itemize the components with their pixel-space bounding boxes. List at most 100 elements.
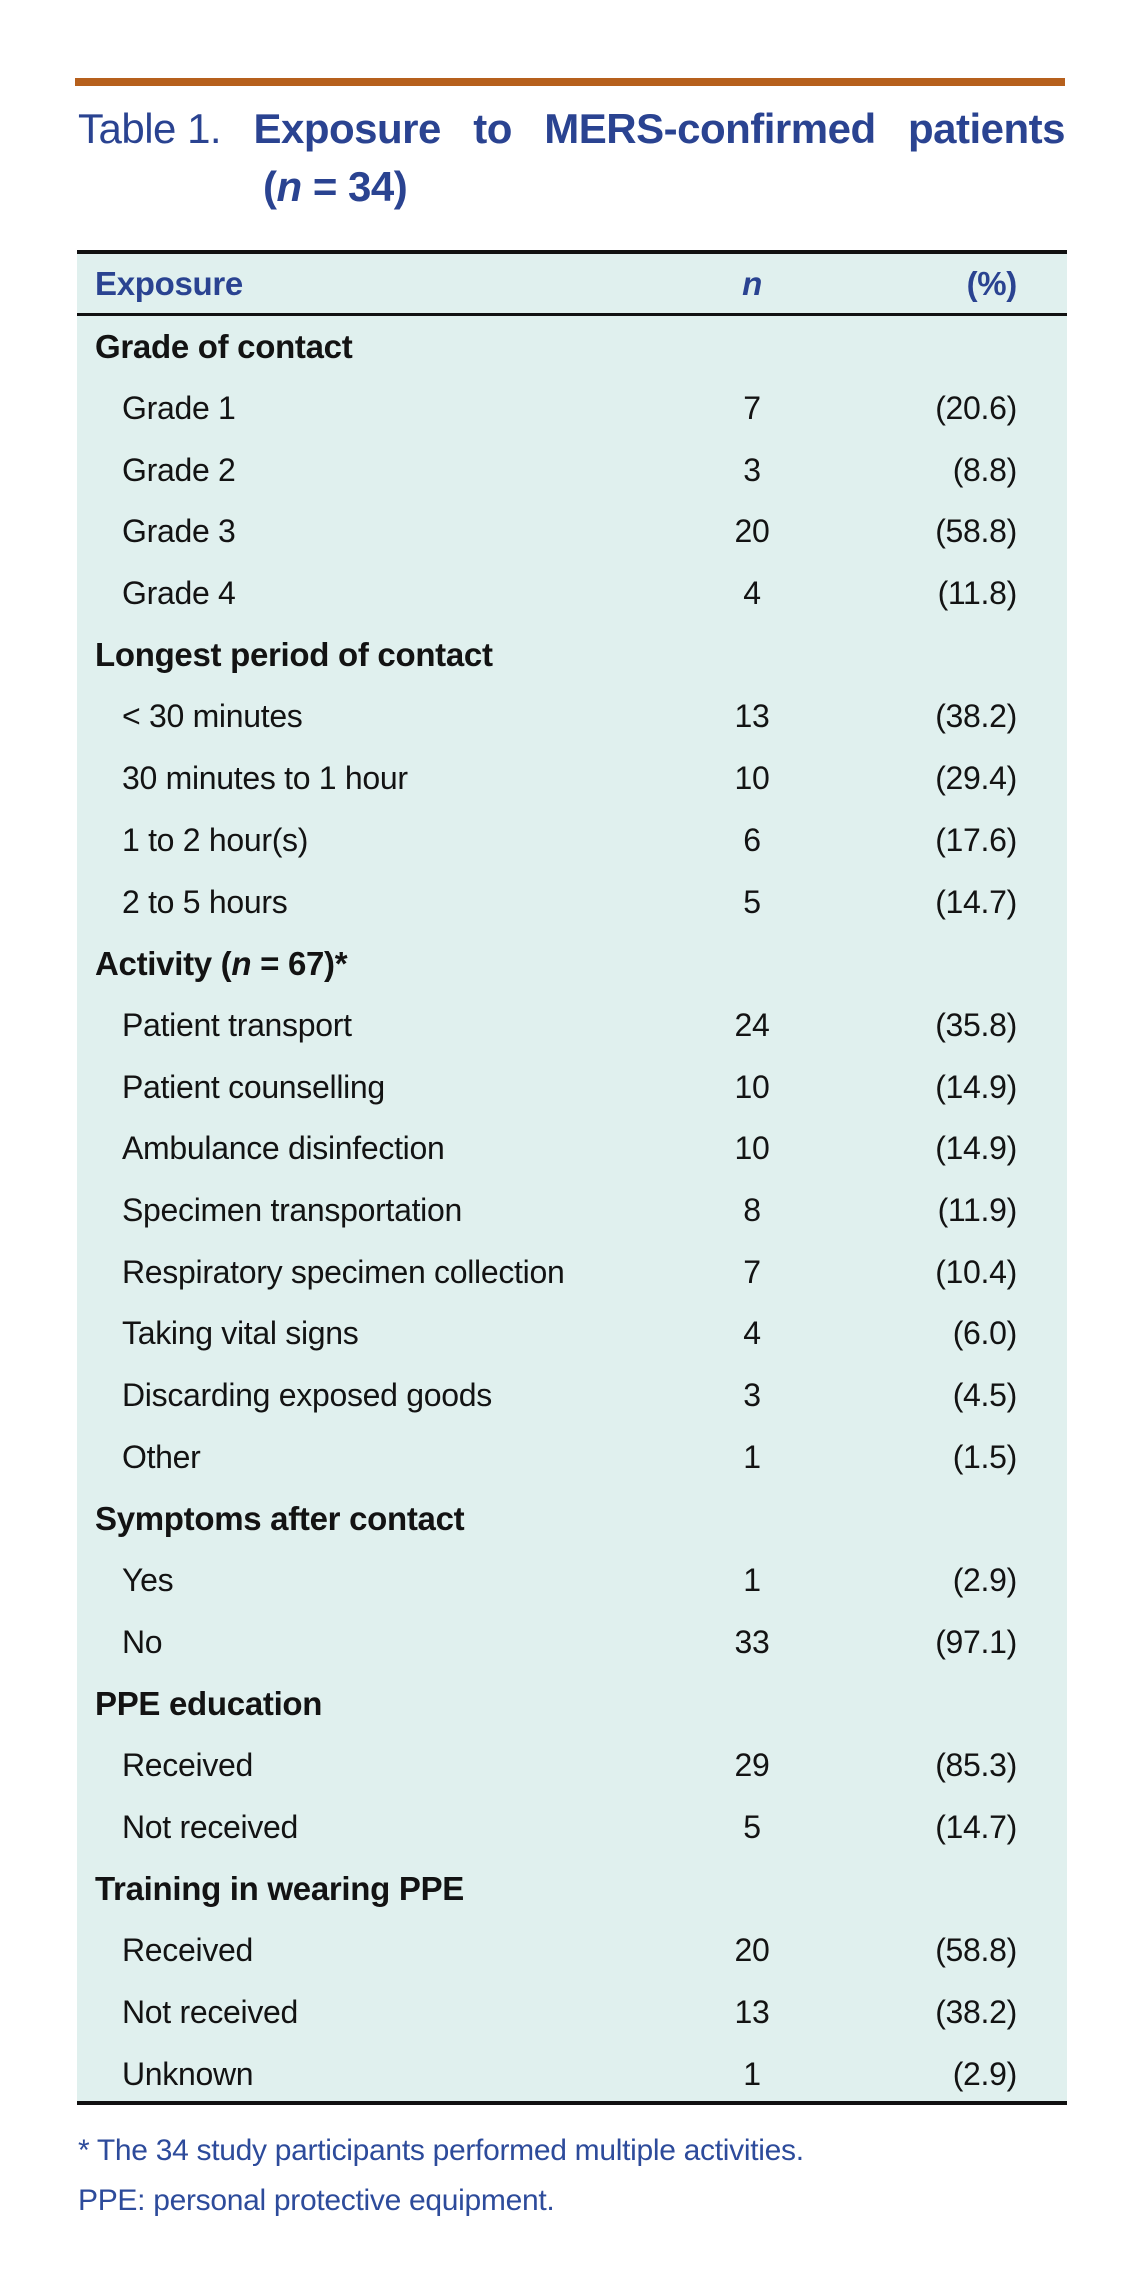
row-label: Respiratory specimen collection bbox=[122, 1253, 565, 1290]
row-label: 2 to 5 hours bbox=[122, 883, 288, 920]
section-row: Grade of contact bbox=[77, 316, 1067, 378]
row-percent-value: (20.6) bbox=[935, 390, 1017, 427]
row-label: PPE education bbox=[95, 1684, 323, 1722]
row-percent-value: (35.8) bbox=[935, 1006, 1017, 1043]
row-label: Other bbox=[122, 1438, 201, 1475]
row-n-value: 8 bbox=[743, 1191, 761, 1228]
row-n-value: 13 bbox=[734, 1993, 770, 2030]
row-percent-value: (2.9) bbox=[952, 2055, 1018, 2092]
row-percent-value: (38.2) bbox=[935, 1993, 1017, 2030]
row-label: Grade 4 bbox=[122, 575, 236, 612]
data-row: 2 to 5 hours 5 (14.7) bbox=[77, 871, 1067, 933]
accent-bar bbox=[75, 78, 1065, 86]
row-n-value: 10 bbox=[734, 760, 770, 797]
row-label: < 30 minutes bbox=[122, 698, 303, 735]
row-percent-value: (97.1) bbox=[935, 1623, 1017, 1660]
row-n-value: 1 bbox=[743, 1562, 761, 1599]
row-percent-value: (6.0) bbox=[952, 1315, 1018, 1352]
data-row: Grade 4 4 (11.8) bbox=[77, 563, 1067, 625]
section-row: Training in wearing PPE bbox=[77, 1858, 1067, 1920]
row-n-value: 20 bbox=[734, 1932, 770, 1969]
row-n-value: 1 bbox=[743, 1438, 761, 1475]
section-row: Longest period of contact bbox=[77, 624, 1067, 686]
row-n-value: 33 bbox=[734, 1623, 770, 1660]
footnotes: * The 34 study participants performed mu… bbox=[78, 2126, 1068, 2226]
data-row: Patient transport 24 (35.8) bbox=[77, 995, 1067, 1057]
row-percent-value: (85.3) bbox=[935, 1747, 1017, 1784]
row-percent-value: (8.8) bbox=[952, 451, 1018, 488]
table-body: Grade of contact Grade 1 7 (20.6) Grade 2 3 (8… bbox=[77, 316, 1067, 2105]
row-n-value: 10 bbox=[734, 1068, 770, 1105]
row-label: No bbox=[122, 1623, 163, 1660]
footnote-asterisk: * The 34 study participants performed mu… bbox=[78, 2134, 804, 2167]
table-header-row: Exposure n (%) bbox=[77, 254, 1067, 316]
row-label: Received bbox=[122, 1932, 254, 1969]
row-n-value: 13 bbox=[734, 698, 770, 735]
row-label: Grade of contact bbox=[95, 327, 353, 365]
row-percent-value: (58.8) bbox=[935, 513, 1017, 550]
row-percent-value: (29.4) bbox=[935, 760, 1017, 797]
row-n-value: 5 bbox=[743, 883, 761, 920]
data-row: Other 1 (1.5) bbox=[77, 1426, 1067, 1488]
row-percent-value: (14.9) bbox=[935, 1068, 1017, 1105]
row-percent-value: (4.5) bbox=[952, 1377, 1018, 1414]
row-n-value: 3 bbox=[743, 451, 761, 488]
table-title-line1: Table 1. Exposure to MERS-confirmed patient… bbox=[78, 100, 1066, 158]
row-label: Patient transport bbox=[122, 1006, 352, 1043]
data-row: < 30 minutes 13 (38.2) bbox=[77, 686, 1067, 748]
title-n-post: = 34) bbox=[301, 163, 408, 210]
row-label: 30 minutes to 1 hour bbox=[122, 760, 408, 797]
row-percent-value: (58.8) bbox=[935, 1932, 1017, 1969]
data-row: Taking vital signs 4 (6.0) bbox=[77, 1303, 1067, 1365]
data-row: 30 minutes to 1 hour 10 (29.4) bbox=[77, 748, 1067, 810]
row-percent-value: (11.9) bbox=[937, 1191, 1018, 1228]
row-label: Symptoms after contact bbox=[95, 1499, 465, 1537]
row-n-value: 6 bbox=[743, 821, 761, 858]
data-row: Discarding exposed goods 3 (4.5) bbox=[77, 1365, 1067, 1427]
row-n-value: 20 bbox=[734, 513, 770, 550]
row-label: Yes bbox=[122, 1562, 174, 1599]
row-label: Not received bbox=[122, 1993, 299, 2030]
data-row: Not received 5 (14.7) bbox=[77, 1797, 1067, 1859]
data-row: Not received 13 (38.2) bbox=[77, 1982, 1067, 2044]
row-percent-value: (17.6) bbox=[935, 821, 1017, 858]
row-percent-value: (14.7) bbox=[935, 883, 1017, 920]
row-n-value: 24 bbox=[734, 1006, 770, 1043]
row-label: Received bbox=[122, 1747, 254, 1784]
data-row: Specimen transportation 8 (11.9) bbox=[77, 1180, 1067, 1242]
title-word: patients bbox=[907, 105, 1066, 152]
column-header-percent: (%) bbox=[966, 264, 1018, 302]
row-n-value: 5 bbox=[743, 1808, 761, 1845]
row-n-value: 7 bbox=[743, 1253, 761, 1290]
footnote-ppe: PPE: personal protective equipment. bbox=[78, 2184, 555, 2217]
data-row: Unknown 1 (2.9) bbox=[77, 2043, 1067, 2105]
title-word: Exposure bbox=[253, 105, 441, 152]
row-label: Longest period of contact bbox=[95, 636, 493, 674]
row-label: Not received bbox=[122, 1808, 299, 1845]
row-n-value: 10 bbox=[734, 1130, 770, 1167]
row-label: Grade 3 bbox=[122, 513, 236, 550]
data-row: Grade 2 3 (8.8) bbox=[77, 439, 1067, 501]
title-word: MERS-confirmed bbox=[544, 105, 876, 152]
column-header-n: n bbox=[742, 264, 762, 302]
row-percent-value: (14.9) bbox=[935, 1130, 1017, 1167]
data-row: No 33 (97.1) bbox=[77, 1611, 1067, 1673]
data-row: Grade 3 20 (58.8) bbox=[77, 501, 1067, 563]
exposure-table: Exposure n (%) Grade of contact Grade 1 7 (… bbox=[77, 250, 1067, 2105]
data-row: 1 to 2 hour(s) 6 (17.6) bbox=[77, 810, 1067, 872]
row-n-value: 29 bbox=[734, 1747, 770, 1784]
data-row: Ambulance disinfection 10 (14.9) bbox=[77, 1118, 1067, 1180]
section-row: Symptoms after contact bbox=[77, 1488, 1067, 1550]
row-percent-value: (38.2) bbox=[935, 698, 1017, 735]
data-row: Yes 1 (2.9) bbox=[77, 1550, 1067, 1612]
row-label: Taking vital signs bbox=[122, 1315, 359, 1352]
data-row: Patient counselling 10 (14.9) bbox=[77, 1056, 1067, 1118]
row-percent-value: (2.9) bbox=[952, 1562, 1018, 1599]
row-percent-value: (14.7) bbox=[935, 1808, 1017, 1845]
data-row: Received 29 (85.3) bbox=[77, 1735, 1067, 1797]
row-n-value: 3 bbox=[743, 1377, 761, 1414]
row-label: Patient counselling bbox=[122, 1068, 385, 1105]
row-n-value: 4 bbox=[743, 575, 761, 612]
table-title: Table 1. Exposure to MERS-confirmed patient… bbox=[78, 100, 1066, 216]
